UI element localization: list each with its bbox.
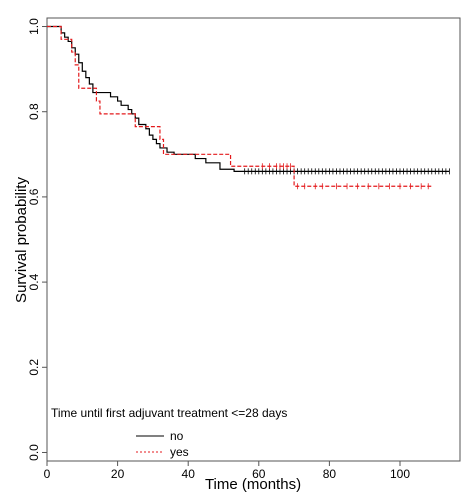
survival-curve-no — [47, 25, 450, 172]
legend: Time until first adjuvant treatment <=28… — [51, 406, 287, 459]
legend-label-no: no — [170, 429, 184, 443]
axes-layer: 0 20 40 60 80 100 0.0 0.2 0.4 0.6 0.8 1.0 — [27, 18, 410, 481]
x-tick-label-100: 100 — [390, 467, 410, 481]
x-tick-label-40: 40 — [182, 467, 196, 481]
legend-title: Time until first adjuvant treatment <=28… — [51, 406, 287, 420]
x-axis-title: Time (months) — [205, 476, 301, 493]
y-tick-label-0: 0.0 — [27, 444, 41, 461]
survival-curve-yes — [47, 25, 432, 187]
legend-label-yes: yes — [170, 445, 189, 459]
series-no — [47, 25, 450, 175]
series-yes — [47, 25, 432, 190]
y-tick-label-0.2: 0.2 — [27, 359, 41, 376]
y-axis-title: Survival probability — [13, 177, 30, 303]
y-tick-label-1: 1.0 — [27, 18, 41, 35]
x-tick-label-0: 0 — [44, 467, 51, 481]
x-tick-label-20: 20 — [111, 467, 125, 481]
series-layer — [47, 25, 450, 190]
x-tick-label-60: 60 — [252, 467, 266, 481]
plot-frame — [46, 17, 461, 462]
y-tick-label-0.6: 0.6 — [27, 188, 41, 205]
x-tick-label-80: 80 — [323, 467, 337, 481]
y-tick-label-0.8: 0.8 — [27, 103, 41, 120]
y-tick-label-0.4: 0.4 — [27, 273, 41, 290]
